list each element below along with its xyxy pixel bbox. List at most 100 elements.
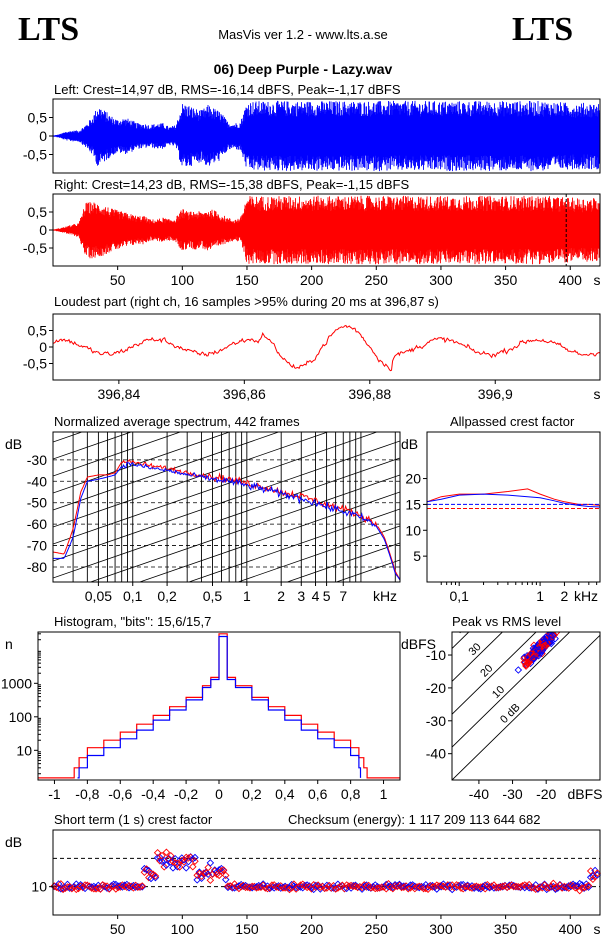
short-term-point [160,863,168,871]
short-term-point [167,852,175,860]
right-waveform-xtick-2-label: 150 [235,272,259,288]
right-waveform-title: Right: Crest=14,23 dB, RMS=-15,38 dBFS, … [54,177,410,192]
short-term-point [151,872,160,880]
crest-ylabel: dB [401,436,418,452]
short-term-title: Short term (1 s) crest factor [54,812,213,827]
short-term-point [138,882,146,890]
slope-line [335,559,400,582]
short-term-point [180,858,188,866]
right-waveform-ytick-1-label: 0 [39,222,47,238]
short-term-point [191,857,199,865]
loudest-part-ytick-1-label: 0 [39,339,47,355]
spectrum-ytick-4: -70 [27,538,47,554]
short-term-point [584,883,593,891]
crest-series-0 [426,488,601,506]
diagonal-label-1: 30 [467,641,484,658]
short-term-point [323,884,331,892]
short-term-point [162,848,171,857]
scatter-point [524,653,532,662]
short-term-point [593,869,602,877]
short-term-point [195,869,204,878]
crest-ytick-2-label: 10 [405,522,421,538]
spectrum-ytick-1: -40 [27,473,47,489]
slope-line [53,457,400,579]
short-term-point [171,855,179,863]
short-term-point [204,870,212,878]
crest-xlabel: kHz [574,588,598,604]
loudest-part-xunit: s [594,386,601,402]
short-term-point [142,865,151,873]
right-waveform-xtick-7-label: 400 [559,272,583,288]
spectrum-title: Normalized average spectrum, 442 frames [54,414,300,429]
slope-line [53,440,400,562]
short-term-point [265,884,274,893]
short-term-point [584,881,593,890]
loudest-part-xtick-3-label: 396,9 [478,386,513,402]
loudest-part-xtick-1-label: 396,86 [223,386,266,402]
crest-ytick-3-label: 5 [413,548,421,564]
slope-line [89,474,400,582]
histogram-xtick-10-label: 1 [380,786,388,802]
histogram: n 1000 100 10 -1 -0,8 -0,6 -0,4 -0,2 0 0,2 0,4 0,6 0,… [1,631,401,802]
slope-line [187,508,400,582]
app-title: MasVis ver 1.2 - www.lts.a.se [218,27,388,42]
short-term-point [138,883,146,891]
spectrum-ytick-5: -80 [27,559,47,575]
short-term-point [509,882,518,891]
short-term-point [202,868,210,877]
loudest-part-xtick-0-label: 396,84 [97,386,140,402]
histogram-series-0 [38,633,400,779]
left-waveform-signal [52,100,601,172]
histogram-xtick-0-label: -1 [48,786,61,802]
short-term-point [380,883,388,891]
spectrum-ylabel: dB [5,436,22,452]
right-waveform-ytick-0-label: 0,5 [28,204,48,220]
right-waveform-ytick-2-label: -0,5 [23,240,47,256]
loudest-part-title: Loudest part (right ch, 16 samples >95% … [54,294,439,309]
crest-frame [426,431,601,583]
right-waveform-xtick-4-label: 250 [365,272,389,288]
diagonal-label-0: 40 [455,620,472,637]
histogram-xtick-2-label: -0,6 [108,786,132,802]
logo-right: LTS [512,11,574,48]
short-term-xtick-0-label: 50 [110,921,126,937]
short-term-point [175,863,184,871]
loudest-part-ytick-2-label: -0,5 [23,356,47,372]
loudest-part-xtick-2-label: 396,88 [348,386,391,402]
diagonal-0 [452,634,600,780]
short-term-point [189,862,197,871]
short-term-crest: dB 10 50 100 150 200 250 300 350 400 s [5,829,602,937]
histogram-ytick-1-label: 100 [9,709,33,725]
spectrum-xtick-3-label: 0,5 [203,588,223,604]
scatter-point [540,635,548,643]
histogram-xtick-3-label: -0,4 [141,786,165,802]
crest-series-1 [426,493,601,508]
right-waveform-xtick-0-label: 50 [110,272,126,288]
short-term-point [151,873,160,882]
short-term-point [360,881,369,889]
histogram-ytick-2-label: 10 [16,742,32,758]
short-term-xtick-7-label: 400 [559,921,583,937]
scatter-point [546,638,554,646]
short-term-point [149,870,157,879]
scatter-point [552,632,561,637]
scatter-point [534,651,543,660]
spectrum-ytick-2: -50 [27,495,47,511]
histogram-xtick-7-label: 0,4 [275,786,295,802]
spectrum-xtick-8-label: 5 [323,588,331,604]
peak-rms-ytick-2-label: -30 [426,713,446,729]
scatter-point [533,646,542,654]
short-term-point [54,880,63,888]
scatter-point [522,661,530,669]
right-waveform-xtick-1-label: 100 [171,272,195,288]
spectrum-ytick-3: -60 [27,516,47,532]
peak-rms-xtick-2-label: -20 [536,786,556,802]
spectrum-xlabel: kHz [373,588,397,604]
scatter-point [543,634,551,642]
histogram-xtick-6-label: 0,2 [242,786,262,802]
peak-rms-frame [451,631,601,781]
short-term-point [219,866,228,874]
slope-line [53,432,231,494]
histogram-ytick-0-label: 1000 [1,675,32,691]
